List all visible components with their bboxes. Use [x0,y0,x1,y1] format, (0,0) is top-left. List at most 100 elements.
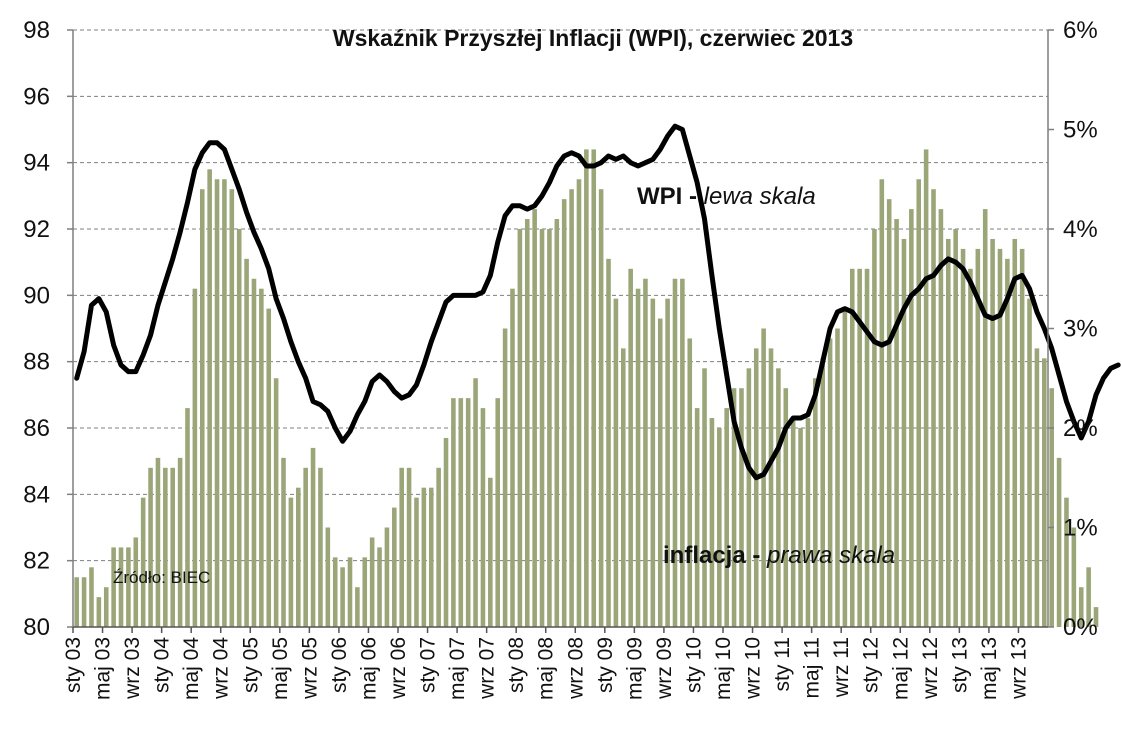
inflation-bars [74,149,1099,628]
x-axis-tick-label: wrz 06 [387,637,410,700]
inflation-bar [177,457,183,627]
left-axis-tick-label: 94 [23,150,50,177]
inflation-bar [126,547,131,627]
inflation-bar [591,149,597,627]
inflation-bar [997,248,1003,627]
inflation-bar [990,238,995,627]
inflation-bar [96,597,102,627]
inflation-bar [916,179,922,627]
inflation-bar [1049,388,1054,627]
inflation-bar [657,318,663,627]
x-axis-tick-label: maj 04 [180,637,203,700]
x-axis-tick-label: wrz 11 [830,637,853,698]
right-axis-tick-label: 3% [1063,316,1098,343]
left-axis-tick-labels: 80 82 84 86 88 90 92 94 96 98 [23,17,50,641]
axes [67,29,1054,633]
inflation-bar [849,268,855,627]
x-axis-tick-label: maj 07 [446,637,469,700]
x-axis-tick-label: wrz 13 [1007,637,1030,700]
inflation-bar [347,557,353,627]
inflation-bar [266,308,272,627]
inflation-bar [392,507,397,627]
x-axis-tick-label: sty 10 [682,637,705,693]
inflation-bar [953,229,958,627]
x-axis-tick-label: sty 04 [151,637,174,693]
inflation-bar [761,328,766,627]
inflation-bar [532,209,537,627]
inflation-bar [355,587,360,627]
inflation-bar [931,189,936,627]
left-axis-tick-label: 84 [23,481,50,508]
inflation-bar [798,428,803,627]
inflation-bar [1005,258,1010,627]
inflation-bar [1086,567,1091,627]
x-axis-tick-label: sty 03 [62,637,85,693]
inflation-bar [783,388,789,627]
inflation-bar [303,467,308,627]
inflation-bar [259,288,264,627]
x-axis-tick-label: sty 08 [505,637,528,693]
source-note: Źródło: BIEC [113,568,210,587]
x-axis-tick-label: wrz 04 [210,637,233,700]
inflation-bar [864,268,870,627]
inflation-bar [1027,298,1032,627]
x-axis-tick-label: sty 06 [328,637,351,693]
inflation-annotation-label: inflacja - [663,542,767,569]
x-axis-tick-label: wrz 10 [742,637,765,700]
inflation-bar [702,368,707,627]
inflation-bar [576,179,582,627]
inflation-bar [635,288,641,627]
wpi-line-layer [74,123,1121,481]
inflation-bar [310,447,316,627]
inflation-bar [945,238,951,627]
inflation-bar [1056,457,1062,627]
inflation-bar [584,149,589,627]
x-axis-tick-label: wrz 08 [564,637,587,700]
inflation-bar [835,328,840,627]
inflation-bar [665,298,670,627]
inflation-bar [170,467,176,627]
inflation-bar [140,497,146,627]
inflation-bar [643,278,648,627]
wpi-annotation: WPI - lewa skala [637,183,816,210]
x-axis-tick-label: maj 05 [269,637,292,700]
inflation-bar [103,587,109,627]
inflation-annotation: inflacja - prawa skala [663,542,895,569]
inflation-bar [74,577,79,627]
inflation-bar [473,378,478,627]
inflation-bar [1093,607,1099,627]
left-axis-tick-label: 86 [23,415,50,442]
x-axis-tick-labels: sty 03 maj 03 wrz 03 sty 04 maj 04 wrz 04 sty … [62,637,1030,700]
left-axis-tick-label: 96 [23,83,50,110]
inflation-bar [879,179,885,627]
right-axis-tick-label: 0% [1063,614,1098,641]
inflation-bar [111,547,116,627]
inflation-bar [672,278,678,627]
inflation-bar [163,467,168,627]
inflation-bar [982,209,988,627]
left-axis-tick-label: 92 [23,216,50,243]
right-axis-tick-label: 5% [1063,117,1098,144]
inflation-bar [1034,348,1040,627]
x-axis-tick-label: sty 11 [771,637,794,691]
inflation-bar [1078,587,1084,627]
inflation-bar [185,408,190,627]
inflation-bar [872,229,877,627]
x-axis-tick-label: maj 10 [712,637,735,700]
inflation-bar [244,258,249,627]
inflation-bar [731,388,737,627]
inflation-bar [148,467,153,627]
inflation-bar [768,348,774,627]
x-axis-tick-label: wrz 05 [298,637,321,700]
inflation-bar [857,268,862,627]
inflation-bar [377,547,382,627]
inflation-bar [325,527,331,627]
inflation-bar [827,338,833,627]
left-axis-tick-label: 82 [23,548,50,575]
x-axis-tick-label: wrz 07 [476,637,499,700]
x-axis-tick-label: maj 09 [623,637,646,700]
inflation-bar [547,229,552,627]
inflation-bar [273,378,279,627]
inflation-bar [561,199,567,627]
inflation-bar [606,258,611,627]
